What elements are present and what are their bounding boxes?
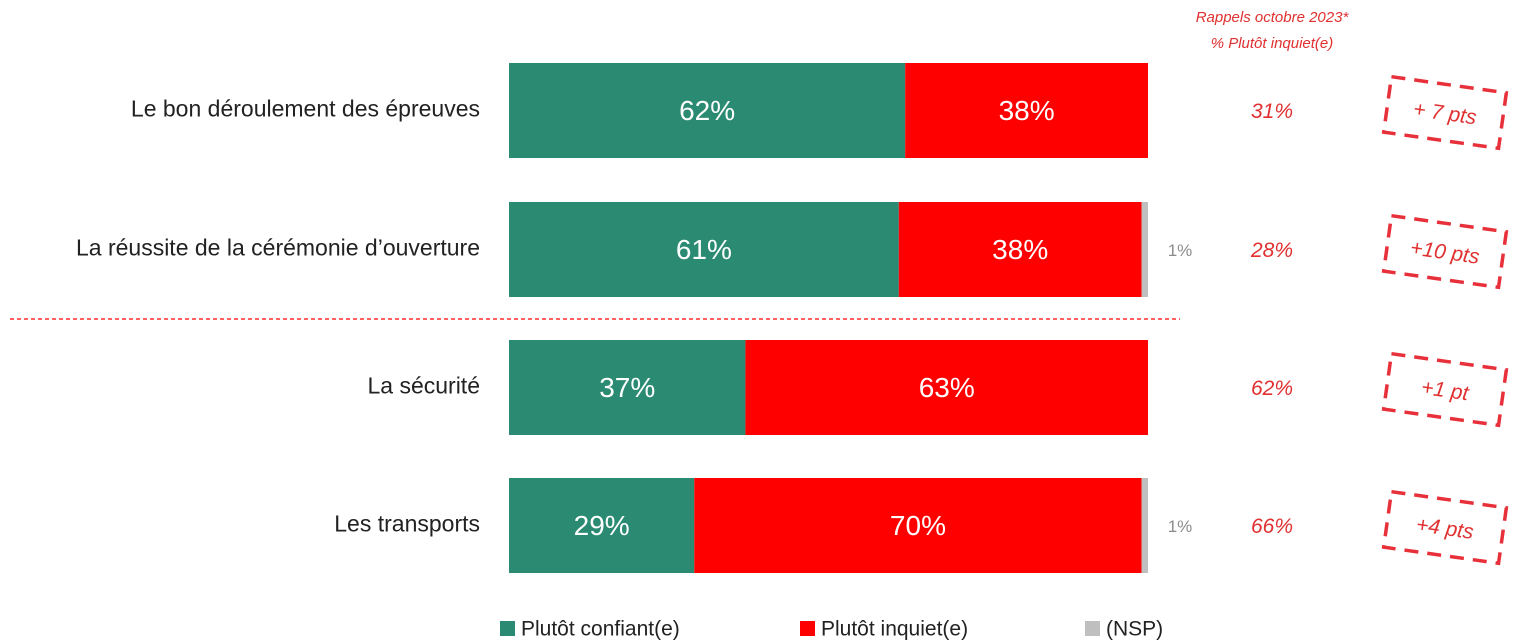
value-label: 1%	[1168, 241, 1193, 260]
change-badge: +10 pts	[1381, 213, 1509, 290]
bar-segment	[509, 63, 906, 158]
change-box	[1381, 74, 1509, 151]
category-label: La réussite de la cérémonie d’ouverture	[76, 235, 480, 261]
change-badge: +1 pt	[1381, 351, 1509, 428]
change-label: +4 pts	[1415, 513, 1476, 544]
bar-segment	[898, 202, 1142, 297]
recall-title: Rappels octobre 2023*	[1196, 9, 1350, 26]
category-label: Les transports	[334, 511, 480, 537]
legend-label: (NSP)	[1106, 618, 1163, 641]
recall-subtitle: % Plutôt inquiet(e)	[1211, 35, 1334, 52]
bar-segment	[509, 478, 695, 573]
bar-segment	[745, 340, 1148, 435]
recall-value: 62%	[1251, 377, 1293, 400]
value-label: 29%	[574, 510, 630, 541]
change-badge: +4 pts	[1381, 489, 1509, 566]
change-label: + 7 pts	[1412, 98, 1479, 130]
change-box	[1381, 489, 1509, 566]
category-label: La sécurité	[367, 373, 480, 399]
bar-segment	[509, 340, 746, 435]
change-label: +1 pt	[1420, 376, 1471, 406]
bar-segment	[509, 202, 899, 297]
recall-value: 31%	[1251, 100, 1293, 123]
recall-value: 66%	[1251, 515, 1293, 538]
value-label: 38%	[992, 234, 1048, 265]
change-box	[1381, 351, 1509, 428]
bar-segment	[694, 478, 1142, 573]
value-label: 1%	[1168, 517, 1193, 536]
category-label: Le bon déroulement des épreuves	[131, 96, 480, 122]
bar-segment	[1141, 478, 1148, 573]
legend-swatch	[500, 621, 515, 636]
value-label: 38%	[999, 95, 1055, 126]
bar-segment	[1141, 202, 1148, 297]
value-label: 62%	[679, 95, 735, 126]
legend-swatch	[1085, 621, 1100, 636]
value-label: 37%	[599, 372, 655, 403]
recall-value: 28%	[1250, 239, 1293, 262]
bar-segment	[905, 63, 1148, 158]
value-label: 63%	[919, 372, 975, 403]
legend-label: Plutôt confiant(e)	[521, 618, 680, 641]
value-label: 61%	[676, 234, 732, 265]
change-label: +10 pts	[1409, 236, 1481, 269]
value-label: 70%	[890, 510, 946, 541]
legend-swatch	[800, 621, 815, 636]
legend-label: Plutôt inquiet(e)	[821, 618, 968, 641]
change-box	[1381, 213, 1509, 290]
change-badge: + 7 pts	[1381, 74, 1509, 151]
